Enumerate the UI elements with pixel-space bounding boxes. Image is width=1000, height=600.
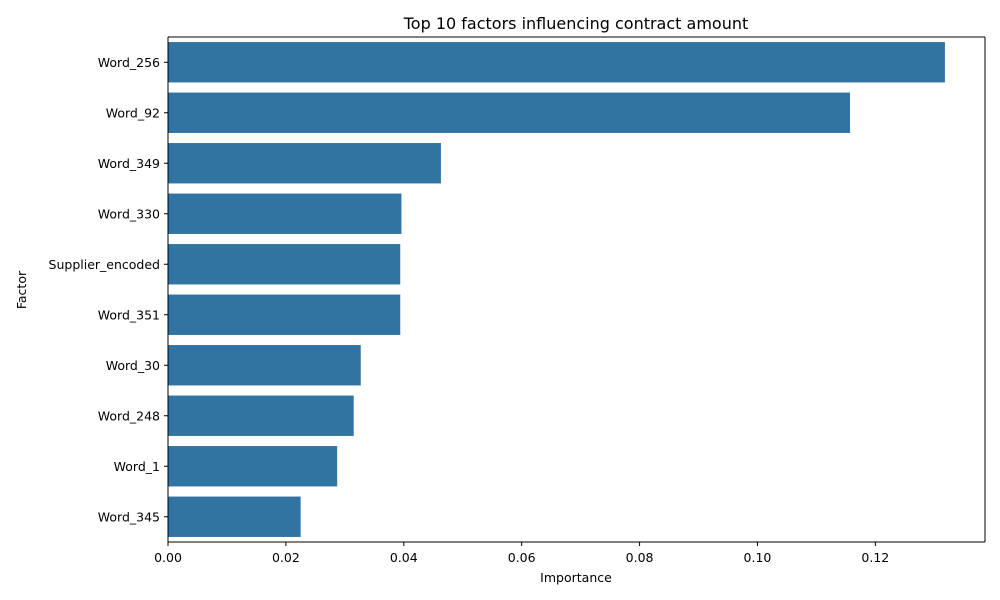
y-tick-labels: Word_256 Word_92 Word_349 Word_330 Supplier_… [49,55,168,524]
y-tick-label: Word_330 [98,206,160,221]
y-axis-label: Factor [14,270,29,309]
bar [168,193,402,234]
bar [168,395,354,436]
bar [168,92,851,133]
y-tick-label: Word_256 [98,55,160,70]
bar [168,446,338,487]
y-tick-label: Word_345 [98,509,160,524]
chart-title: Top 10 factors influencing contract amou… [403,14,749,33]
y-tick-label: Word_351 [98,307,160,322]
y-tick-label: Word_1 [114,459,160,474]
y-tick-label: Word_92 [106,105,160,120]
y-tick-label: Word_349 [98,156,160,171]
bars-group [168,42,945,537]
x-axis-label: Importance [540,570,612,585]
y-tick-label: Word_248 [98,408,160,423]
x-tick-label: 0.08 [626,550,654,565]
y-tick-label: Supplier_encoded [49,257,160,272]
x-tick-label: 0.10 [744,550,772,565]
x-tick-label: 0.12 [861,550,889,565]
bar [168,294,401,335]
bar [168,244,401,285]
x-tick-label: 0.00 [154,550,182,565]
bar [168,496,301,537]
bar [168,42,945,83]
x-tick-label: 0.06 [508,550,536,565]
y-tick-label: Word_30 [106,358,160,373]
bar [168,143,441,184]
x-tick-label: 0.04 [390,550,418,565]
bar [168,345,361,386]
x-tick-labels: 0.00 0.02 0.04 0.06 0.08 0.10 0.12 [154,542,889,565]
x-tick-label: 0.02 [272,550,300,565]
